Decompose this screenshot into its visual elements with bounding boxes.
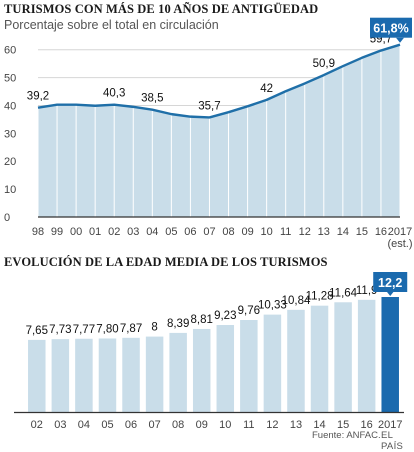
x-tick-label: 08: [172, 419, 184, 431]
bar: [216, 324, 235, 412]
y-tick-label: 40: [4, 100, 16, 112]
series-line: [37, 43, 401, 119]
area-chart: 0 10 20 30 40 50 60 98 99 00 01 02 03 04 05 06 07 08 09 10 1…: [4, 17, 413, 250]
x-tick-label: 15: [337, 419, 349, 431]
bar: [28, 339, 46, 412]
x-tick-label: 06: [184, 226, 196, 238]
bar-value-label: 10,33: [258, 300, 287, 312]
x-tick-label: 15: [356, 226, 368, 238]
chart2-title: EVOLUCIÓN DE LA EDAD MEDIA DE LOS TURISM…: [4, 255, 328, 269]
bar: [192, 328, 211, 412]
bar-value-label: 11,28: [306, 291, 334, 303]
bar: [145, 336, 164, 412]
x-tick-label: 01: [89, 226, 101, 238]
highlight-pointer: [386, 291, 395, 296]
bar: [357, 299, 376, 412]
x-tick-label: 10: [219, 419, 231, 431]
x-tick-label: 2017: [378, 419, 402, 431]
x-tick-label: 98: [32, 226, 44, 238]
bar: [287, 309, 305, 412]
area-fill: [38, 44, 400, 217]
highlight-bar: [381, 297, 399, 412]
data-label: 35,7: [198, 100, 220, 112]
bar: [310, 305, 329, 412]
bar: [169, 332, 187, 412]
highlight-label: 61,8%: [373, 22, 408, 36]
data-label: 38,5: [141, 93, 163, 105]
x-tick-label: 11: [243, 419, 254, 431]
x-tick-label: 08: [222, 226, 234, 238]
bar-value-label: 7,80: [96, 323, 118, 335]
bar: [334, 302, 352, 412]
bar-value-label: 11,64: [329, 287, 358, 299]
x-tick-label: 2017: [388, 226, 412, 238]
x-tick-label: 06: [125, 419, 137, 431]
x-tick-label: 07: [148, 419, 160, 431]
bar-value-label: 7,77: [73, 324, 95, 336]
chart1-subtitle: Porcentaje sobre el total en circulación: [4, 18, 219, 32]
x-tick-note: (est.): [387, 238, 412, 250]
bar-value-label: 8,81: [191, 314, 213, 326]
x-tick-label: 03: [54, 419, 66, 431]
bar: [98, 338, 117, 412]
x-tick-label: 03: [127, 226, 139, 238]
x-tick-label: 13: [290, 419, 302, 431]
bar-value-label: 11,9: [356, 285, 378, 297]
bar-value-label: 8,39: [167, 318, 189, 330]
bar: [240, 320, 258, 412]
highlight-box: [370, 17, 412, 38]
x-tick-label: 14: [337, 226, 349, 238]
bar-value-label: 10,84: [282, 295, 311, 307]
data-label: 39,2: [27, 91, 49, 103]
bar: [122, 337, 140, 412]
y-tick-label: 10: [4, 184, 16, 196]
bar-value-label: 7,73: [49, 324, 71, 336]
bar-value-label: 8: [151, 322, 157, 334]
highlight-box: [373, 272, 408, 292]
bar-value-label: 7,87: [120, 323, 142, 335]
y-tick-label: 30: [4, 128, 16, 140]
bar-value-label: 7,65: [26, 325, 48, 337]
data-label: 42: [260, 83, 273, 95]
x-tick-label: 02: [31, 419, 43, 431]
x-tick-label: 05: [101, 419, 113, 431]
x-tick-label: 07: [203, 226, 215, 238]
x-tick-label: 14: [313, 419, 325, 431]
x-tick-label: 04: [78, 419, 90, 431]
x-tick-label: 16: [375, 226, 387, 238]
y-tick-label: 50: [4, 73, 16, 85]
data-label: 40,3: [103, 88, 125, 100]
x-tick-label: 12: [266, 419, 278, 431]
x-tick-label: 02: [108, 226, 120, 238]
brand-logo: EL PAÍS: [381, 430, 404, 452]
x-tick-label: 05: [165, 226, 177, 238]
y-tick-label: 0: [4, 212, 10, 224]
x-tick-label: 16: [361, 419, 373, 431]
y-tick-label: 20: [4, 156, 16, 168]
x-tick-label: 00: [70, 226, 82, 238]
x-tick-label: 11: [280, 226, 291, 238]
x-tick-label: 10: [261, 226, 273, 238]
bar: [75, 338, 93, 412]
bar-value-label: 9,76: [238, 305, 260, 317]
bar: [51, 339, 70, 412]
x-tick-label: 04: [146, 226, 158, 238]
x-tick-label: 99: [51, 226, 63, 238]
x-tick-label: 13: [318, 226, 330, 238]
highlight-label: 12,2: [378, 276, 402, 290]
x-tick-label: 09: [196, 419, 208, 431]
bar-value-label: 9,23: [214, 310, 236, 322]
highlight-pointer: [396, 37, 404, 43]
data-label: 50,9: [313, 58, 335, 70]
bar: [263, 314, 282, 412]
x-tick-label: 09: [241, 226, 253, 238]
y-tick-label: 60: [4, 45, 16, 57]
source-note: Fuente: ANFAC.: [312, 430, 381, 441]
chart1-title: TURISMOS CON MÁS DE 10 AÑOS DE ANTIGÜEDA…: [4, 2, 319, 16]
x-tick-label: 12: [299, 226, 311, 238]
